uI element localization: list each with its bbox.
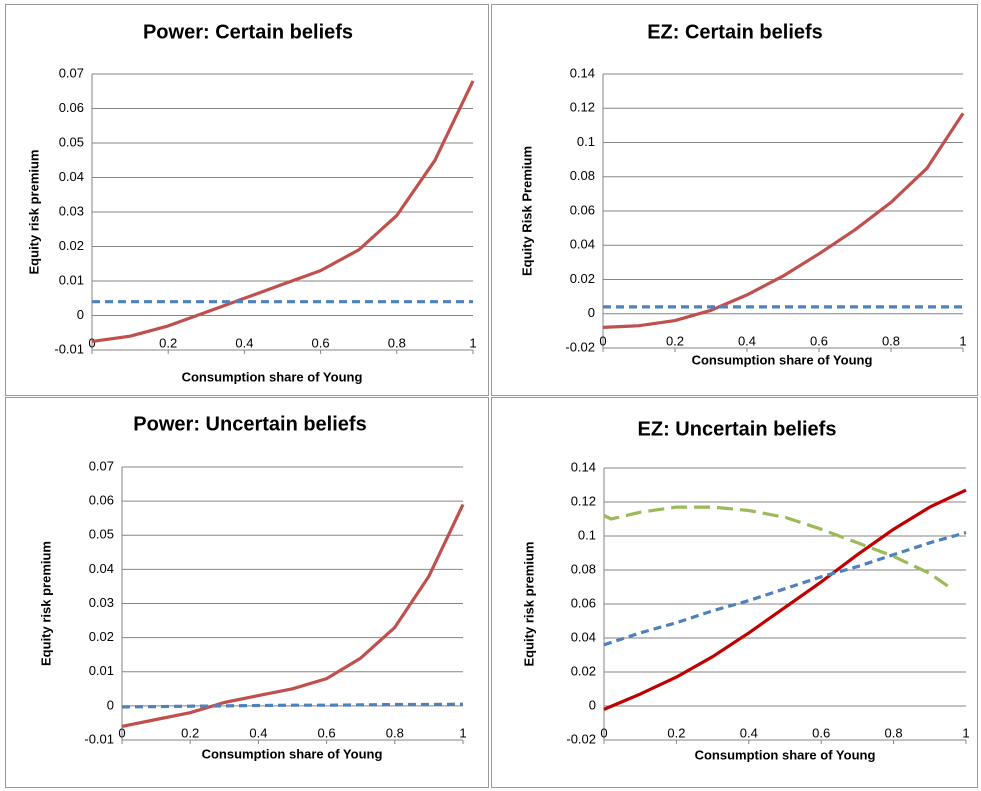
x-tick-label: 1 (459, 725, 466, 740)
y-tick-label: 0.07 (89, 458, 114, 473)
y-tick-label: 0.02 (570, 271, 595, 286)
x-tick-label: 0.2 (667, 725, 685, 740)
y-tick-label: -0.01 (54, 341, 84, 356)
y-tick-label: 0 (589, 697, 596, 712)
series-line (603, 488, 967, 711)
y-tick-label: 0.1 (578, 527, 596, 542)
y-tick-label: 0.04 (89, 561, 114, 576)
y-axis-title: Equity Risk Premium (519, 146, 534, 276)
x-axis-title: Consumption share of Young (202, 746, 383, 761)
y-axis-title: Equity risk premium (38, 541, 53, 666)
y-tick-label: 0.01 (59, 272, 84, 287)
y-tick-label: 0.03 (59, 203, 84, 218)
series-line (602, 112, 965, 329)
series-line (121, 702, 464, 709)
panel-border (5, 4, 489, 396)
x-tick-label: 0.2 (666, 333, 684, 348)
x-axis-title: Consumption share of Young (695, 747, 876, 762)
y-tick-label: 0.04 (570, 237, 595, 252)
x-tick-label: 1 (962, 725, 969, 740)
y-axis-title: Equity risk premium (26, 150, 41, 275)
y-tick-label: 0 (107, 697, 114, 712)
y-tick-label: 0 (77, 307, 84, 322)
chart-title: EZ: Certain beliefs (647, 21, 823, 43)
panel-border (491, 4, 978, 396)
y-tick-label: 0.06 (89, 493, 114, 508)
y-tick-label: 0.06 (59, 100, 84, 115)
x-tick-label: 1 (959, 333, 966, 348)
x-tick-label: 0.8 (386, 725, 404, 740)
y-tick-label: 0.04 (571, 629, 596, 644)
x-tick-label: 0.6 (812, 725, 830, 740)
y-tick-label: 0.08 (571, 561, 596, 576)
y-tick-label: 0.1 (577, 134, 595, 149)
y-tick-label: 0.07 (59, 65, 84, 80)
series-line (91, 80, 475, 343)
y-tick-label: 0.06 (570, 202, 595, 217)
y-tick-label: 0.03 (89, 595, 114, 610)
chart-title: Power: Uncertain beliefs (133, 413, 366, 435)
y-tick-label: 0 (588, 305, 595, 320)
y-tick-label: 0.04 (59, 169, 84, 184)
panel-border (5, 397, 489, 788)
chart-title: EZ: Uncertain beliefs (638, 418, 837, 440)
x-tick-label: 0 (599, 333, 606, 348)
x-tick-label: 0.6 (312, 335, 330, 350)
y-tick-label: 0.01 (89, 663, 114, 678)
x-tick-label: 0.4 (738, 333, 756, 348)
y-tick-label: 0.02 (89, 629, 114, 644)
y-tick-label: 0.02 (59, 238, 84, 253)
y-tick-label: 0.06 (571, 595, 596, 610)
y-tick-label: -0.01 (84, 731, 114, 746)
y-tick-label: 0.05 (89, 527, 114, 542)
x-tick-label: 1 (469, 335, 476, 350)
x-tick-label: 0 (88, 335, 95, 350)
x-tick-label: 0.2 (159, 335, 177, 350)
y-tick-label: 0.02 (571, 663, 596, 678)
y-tick-label: 0.14 (571, 459, 596, 474)
x-axis-title: Consumption share of Young (182, 369, 363, 384)
series-line (603, 531, 967, 647)
x-tick-label: 0.4 (249, 725, 267, 740)
x-tick-label: 0.8 (882, 333, 900, 348)
x-tick-label: 0.8 (388, 335, 406, 350)
series-line (603, 505, 953, 591)
y-axis-title: Equity risk premium (521, 542, 536, 667)
x-tick-label: 0.8 (885, 725, 903, 740)
x-tick-label: 0 (118, 725, 125, 740)
y-tick-label: 0.12 (571, 493, 596, 508)
y-tick-label: -0.02 (565, 339, 595, 354)
x-tick-label: 0.4 (740, 725, 758, 740)
x-tick-label: 0.2 (181, 725, 199, 740)
chart-title: Power: Certain beliefs (143, 21, 353, 43)
y-tick-label: -0.02 (566, 731, 596, 746)
x-axis-title: Consumption share of Young (692, 352, 873, 367)
y-tick-label: 0.12 (570, 100, 595, 115)
x-tick-label: 0.6 (810, 333, 828, 348)
x-tick-label: 0.4 (235, 335, 253, 350)
y-tick-label: 0.08 (570, 168, 595, 183)
x-tick-label: 0.6 (318, 725, 336, 740)
x-tick-label: 0 (600, 725, 607, 740)
panel-border (491, 397, 978, 788)
series-line (121, 503, 465, 728)
y-tick-label: 0.14 (570, 65, 595, 80)
y-tick-label: 0.05 (59, 134, 84, 149)
